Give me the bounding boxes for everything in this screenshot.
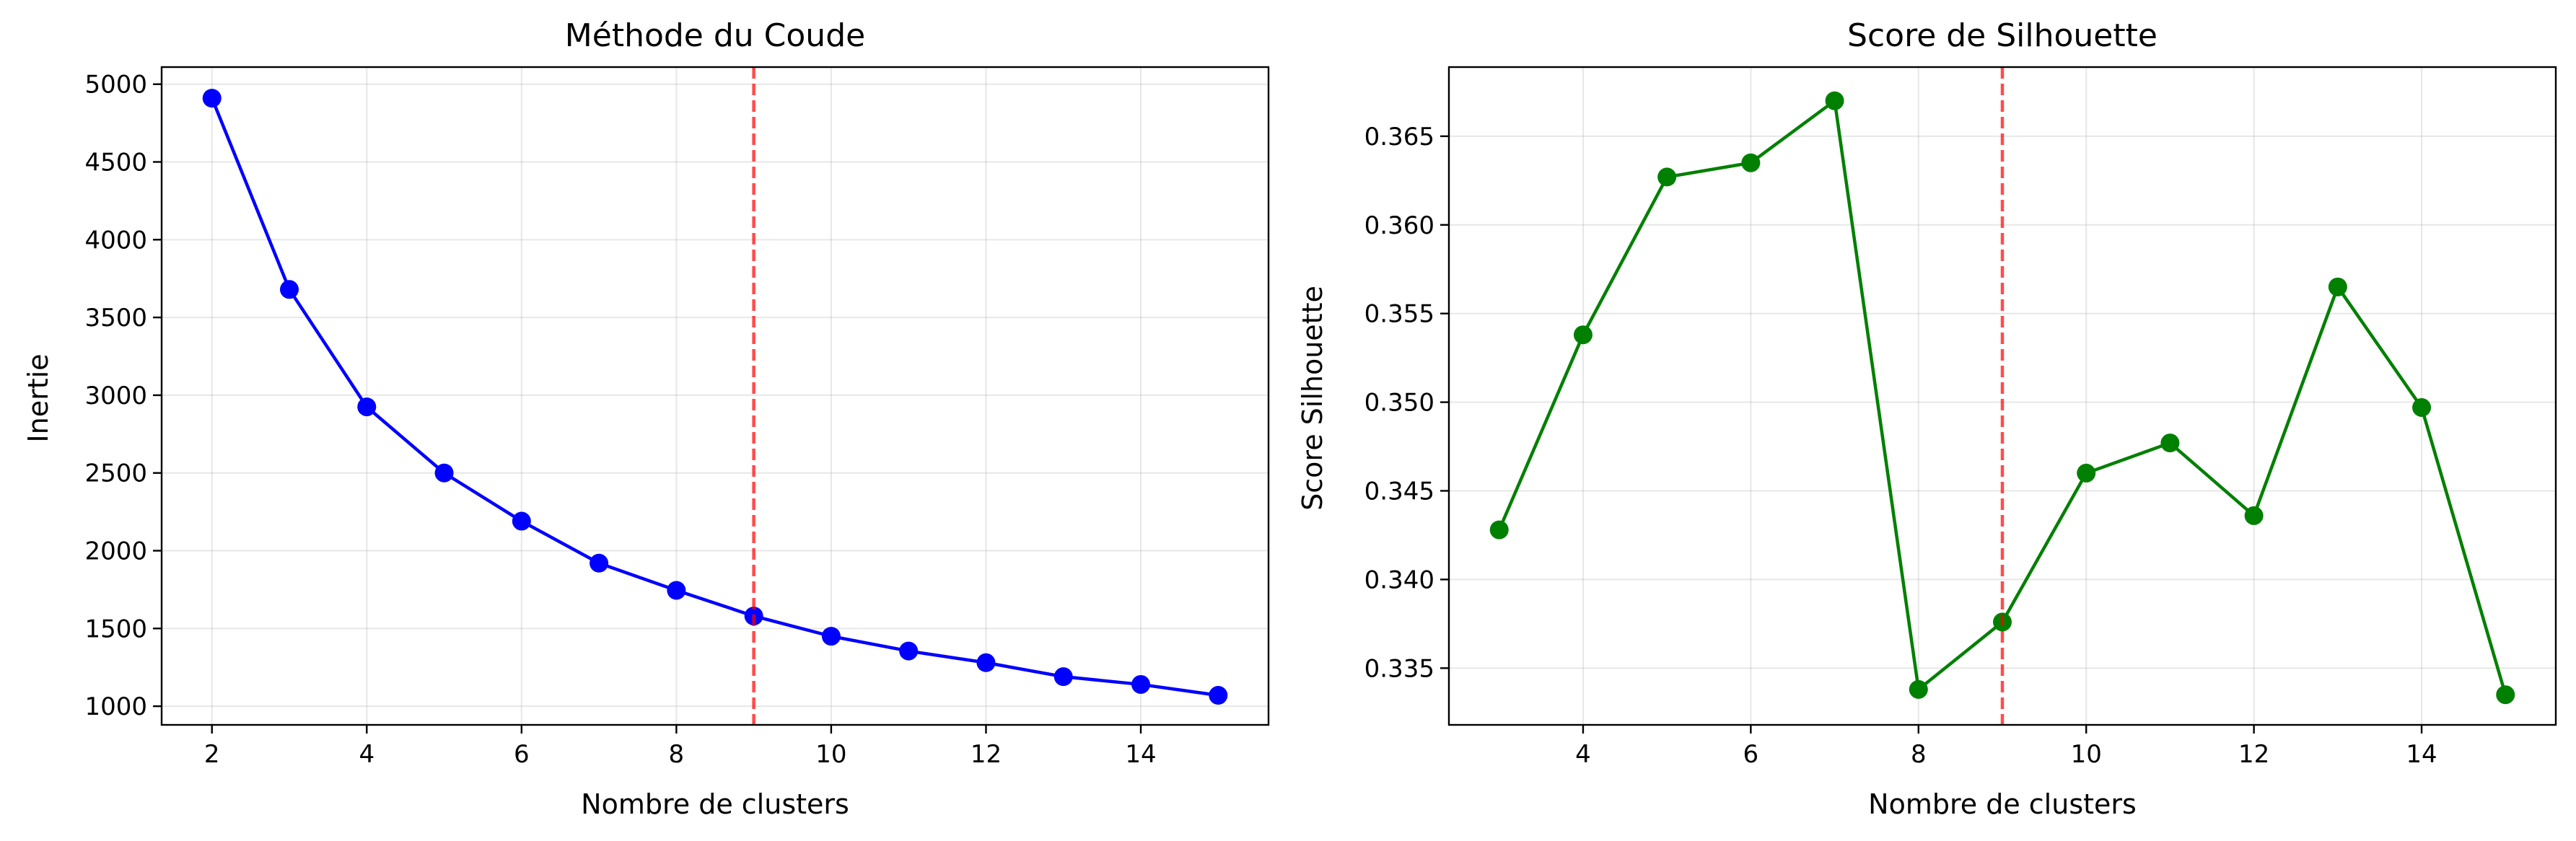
- elbow-chart-axes-frame: [160, 66, 1270, 726]
- elbow-chart-x-tick-label: 12: [971, 740, 1002, 769]
- silhouette-chart-y-tick-label: 0.360: [1364, 211, 1434, 240]
- elbow-chart-x-tick-label: 14: [1125, 740, 1156, 769]
- silhouette-chart-data-point: [1909, 679, 1928, 699]
- elbow-chart-ticks: 2 4 6 8 10 12 14 1000 1500 2000 2500 3000 3500 4000 45…: [84, 71, 1156, 769]
- elbow-chart-y-tick-label: 3000: [84, 382, 147, 410]
- elbow-chart-data-point: [1131, 674, 1150, 694]
- silhouette-chart-x-label: Nombre de clusters: [1868, 788, 2137, 820]
- elbow-chart-y-tick-label: 3500: [84, 304, 147, 333]
- elbow-chart-x-tick-label: 2: [204, 740, 220, 769]
- silhouette-chart-data-point: [2077, 463, 2096, 483]
- silhouette-chart-ticks: 4 6 8 10 12 14 0.335 0.340 0.345 0.350 0.355 0.360 0…: [1364, 123, 2437, 769]
- elbow-chart-y-tick-label: 5000: [84, 71, 147, 100]
- silhouette-chart-y-tick-label: 0.335: [1364, 654, 1434, 683]
- elbow-chart-data-point: [821, 627, 841, 646]
- silhouette-chart-y-tick-label: 0.340: [1364, 565, 1434, 594]
- elbow-chart-data-point: [512, 511, 531, 531]
- elbow-chart-data-point: [280, 280, 299, 299]
- elbow-chart-y-label: Inertie: [22, 353, 54, 442]
- elbow-chart-grid: [162, 67, 1269, 725]
- silhouette-chart-x-tick-label: 4: [1575, 740, 1591, 769]
- elbow-chart-data-point: [1209, 686, 1228, 705]
- silhouette-chart-data-point: [1657, 167, 1677, 187]
- elbow-chart-y-tick-label: 1000: [84, 692, 147, 721]
- silhouette-chart-y-tick-label: 0.345: [1364, 477, 1434, 506]
- silhouette-chart-data-point: [1741, 153, 1761, 172]
- silhouette-chart-y-label: Score Silhouette: [1297, 286, 1328, 511]
- elbow-chart: Méthode du Coude Nombre de clusters Iner…: [22, 17, 1270, 820]
- silhouette-chart-y-tick-label: 0.350: [1364, 389, 1434, 418]
- silhouette-chart-data-point: [2412, 397, 2432, 417]
- silhouette-chart-y-tick-label: 0.355: [1364, 300, 1434, 329]
- elbow-chart-data-point: [590, 553, 609, 573]
- silhouette-chart-data-point: [1573, 325, 1593, 345]
- silhouette-chart-data-point: [2244, 506, 2264, 525]
- elbow-chart-markers: [202, 89, 1228, 705]
- silhouette-chart-x-tick-label: 8: [1911, 740, 1927, 769]
- elbow-chart-y-tick-label: 2000: [84, 537, 147, 566]
- silhouette-chart-data-point: [1825, 91, 1844, 110]
- silhouette-chart-x-tick-label: 14: [2406, 740, 2437, 769]
- silhouette-chart-x-tick-label: 12: [2238, 740, 2269, 769]
- elbow-chart-data-point: [434, 463, 454, 483]
- silhouette-chart: Score de Silhouette Nombre de clusters S…: [1297, 17, 2557, 820]
- silhouette-chart-data-point: [1489, 520, 1509, 540]
- elbow-chart-x-tick-label: 6: [514, 740, 530, 769]
- silhouette-chart-x-tick-label: 10: [2071, 740, 2102, 769]
- elbow-chart-data-point: [667, 581, 686, 600]
- elbow-chart-y-tick-label: 2500: [84, 459, 147, 488]
- elbow-chart-data-point: [357, 397, 377, 417]
- silhouette-chart-x-tick-label: 6: [1743, 740, 1759, 769]
- elbow-chart-x-tick-label: 8: [669, 740, 685, 769]
- silhouette-chart-data-point: [2160, 433, 2180, 453]
- elbow-chart-data-point: [202, 89, 222, 108]
- elbow-chart-data-point: [976, 653, 996, 672]
- elbow-chart-data-point: [1053, 667, 1073, 687]
- elbow-chart-title: Méthode du Coude: [565, 17, 865, 54]
- silhouette-chart-title: Score de Silhouette: [1847, 17, 2157, 54]
- silhouette-chart-y-tick-label: 0.365: [1364, 123, 1434, 151]
- silhouette-chart-data-point: [2328, 277, 2347, 296]
- elbow-chart-x-label: Nombre de clusters: [581, 788, 849, 820]
- silhouette-chart-axes-frame: [1447, 66, 2557, 726]
- silhouette-chart-data-point: [2496, 685, 2515, 705]
- elbow-chart-x-tick-label: 4: [359, 740, 374, 769]
- elbow-chart-x-tick-label: 10: [815, 740, 846, 769]
- silhouette-chart-markers: [1489, 91, 2515, 705]
- elbow-chart-y-tick-label: 4500: [84, 149, 147, 177]
- elbow-chart-y-tick-label: 4000: [84, 226, 147, 255]
- elbow-chart-series-line: [210, 97, 1219, 697]
- elbow-chart-y-tick-label: 1500: [84, 615, 147, 643]
- elbow-chart-data-point: [899, 641, 919, 661]
